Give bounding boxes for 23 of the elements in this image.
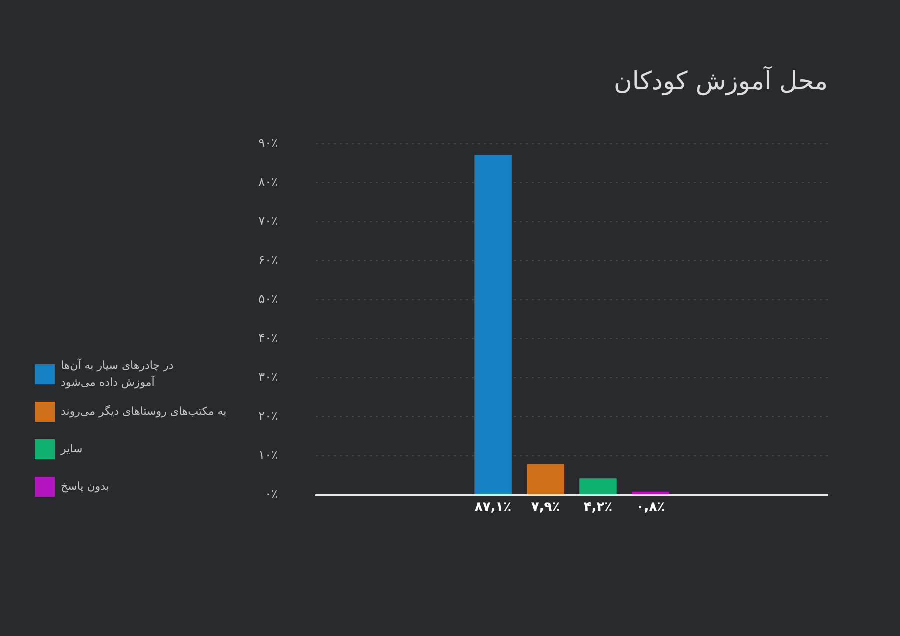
y-tick-label: ۲۰٪: [258, 409, 278, 424]
y-tick-label: ۴۰٪: [258, 331, 278, 346]
chart-title: محل آموزش کودکان: [614, 66, 828, 96]
y-tick-label: ۸۰٪: [258, 175, 278, 190]
y-tick-label: ۹۰٪: [258, 136, 278, 150]
legend-label: سایر: [60, 442, 83, 456]
y-tick-label: ۶۰٪: [258, 253, 278, 268]
y-tick-label: ۱۰٪: [258, 448, 278, 462]
y-tick-label: ۳۰٪: [258, 370, 278, 384]
bar: [474, 155, 512, 494]
y-tick-label: ۵۰٪: [258, 292, 278, 306]
data-label: ۰,۸٪: [636, 500, 666, 515]
bar: [632, 492, 670, 494]
legend-label: در چادرهای سیار به آن‌ها آموزش داده می‌شود: [61, 358, 174, 389]
legend-label: به مکتب‌های روستاهای دیگر می‌روند: [61, 404, 227, 418]
bar: [527, 464, 564, 494]
data-label: ۸۷,۱٪: [474, 500, 512, 515]
legend-label: بدون پاسخ: [61, 480, 110, 493]
bar: [580, 478, 617, 494]
y-tick-label: ۷۰٪: [258, 214, 278, 228]
y-tick-label: ۰٪: [265, 487, 278, 502]
data-label: ۷,۹٪: [531, 500, 560, 515]
data-label: ۴,۲٪: [584, 500, 613, 515]
